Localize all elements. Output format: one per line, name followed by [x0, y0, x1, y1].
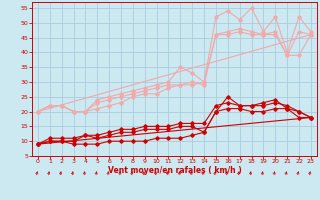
X-axis label: Vent moyen/en rafales ( km/h ): Vent moyen/en rafales ( km/h ) — [108, 166, 241, 175]
